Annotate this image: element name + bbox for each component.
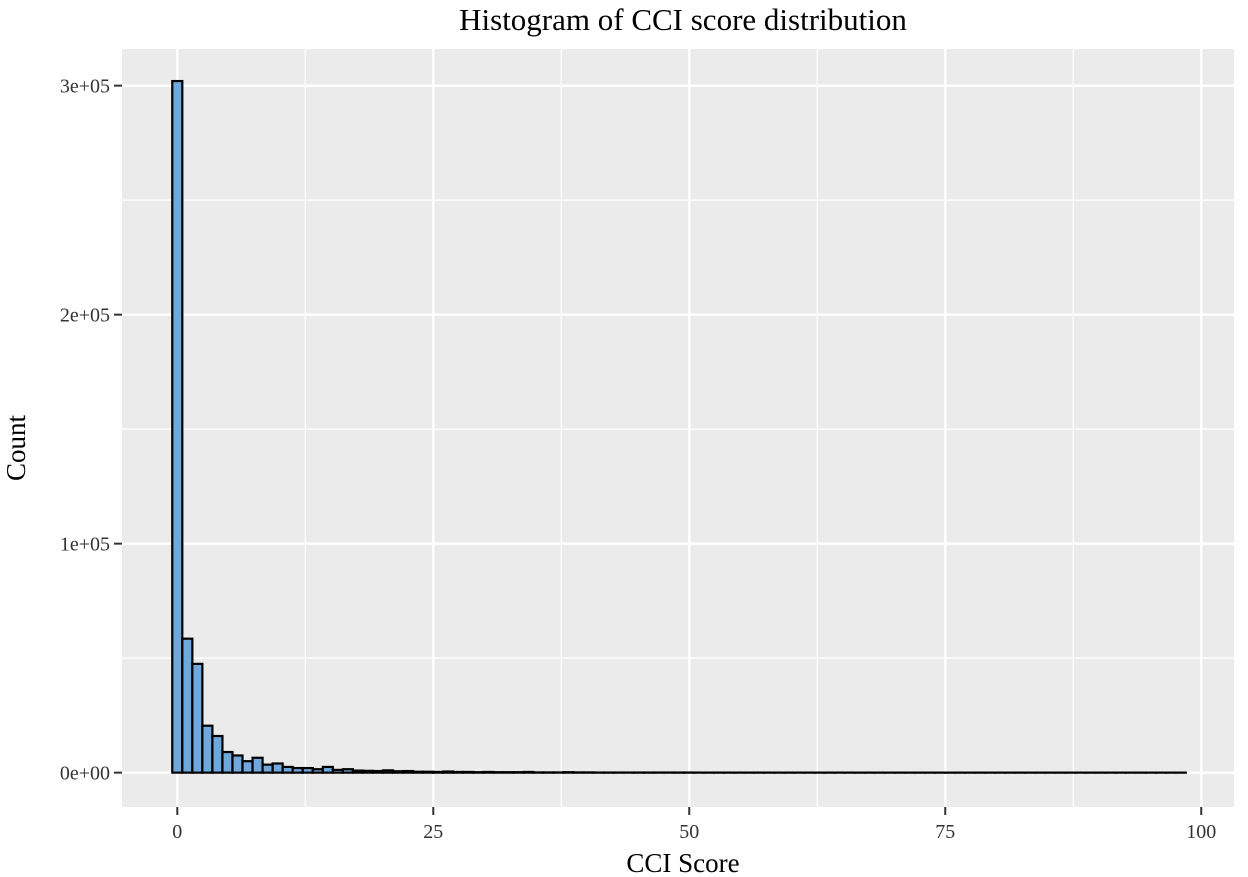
histogram-bar: [462, 770, 475, 774]
histogram-bar: [321, 765, 334, 774]
histogram-bar: [442, 770, 455, 774]
histogram-bar: [171, 79, 184, 774]
histogram-bar: [301, 766, 314, 774]
histogram-bar: [241, 760, 254, 774]
x-tick-label: 100: [1186, 821, 1216, 843]
histogram-bar: [371, 769, 385, 774]
histogram-bar: [281, 765, 294, 774]
x-tick-label: 75: [935, 821, 955, 843]
histogram-bar: [181, 637, 194, 774]
y-tick-label: 1e+05: [60, 534, 110, 556]
y-tick-label: 3e+05: [60, 76, 110, 98]
y-axis: 0e+00 1e+05 2e+05 3e+05: [60, 76, 122, 785]
chart-title: Histogram of CCI score distribution: [459, 2, 907, 37]
histogram-bar: [391, 770, 405, 774]
histogram-bar: [432, 770, 445, 774]
histogram-bar: [271, 762, 284, 774]
histogram-bar: [331, 768, 344, 774]
histogram-bars: [171, 79, 1187, 774]
x-axis: 0 25 50 75 100: [172, 807, 1216, 843]
histogram-bar: [251, 756, 264, 774]
histogram-bar: [452, 770, 465, 774]
histogram-bar: [311, 768, 324, 774]
x-tick-label: 25: [423, 821, 443, 843]
histogram-bar: [211, 734, 224, 774]
plot-panel: [122, 49, 1234, 807]
histogram-bar: [381, 769, 395, 774]
histogram-bar: [231, 754, 244, 774]
histogram-bar: [191, 662, 204, 774]
histogram-bar: [221, 750, 234, 774]
histogram-bar: [201, 724, 214, 774]
histogram-bar: [351, 769, 365, 774]
histogram-bar: [522, 770, 535, 774]
x-axis-title: CCI Score: [626, 848, 739, 877]
histogram-bar: [401, 769, 415, 774]
histogram-bar: [412, 770, 425, 774]
histogram-bar: [482, 770, 495, 774]
grid-minor: [122, 49, 1234, 807]
histogram-bar: [341, 768, 354, 774]
x-tick-label: 50: [679, 821, 699, 843]
histogram-bar: [291, 766, 304, 774]
x-tick-label: 0: [172, 821, 182, 843]
y-axis-title: Count: [1, 414, 31, 481]
y-tick-label: 0e+00: [60, 763, 110, 785]
histogram-bar: [361, 769, 375, 774]
histogram-bar: [261, 763, 274, 774]
y-tick-label: 2e+05: [60, 305, 110, 327]
histogram-bar: [422, 770, 435, 774]
